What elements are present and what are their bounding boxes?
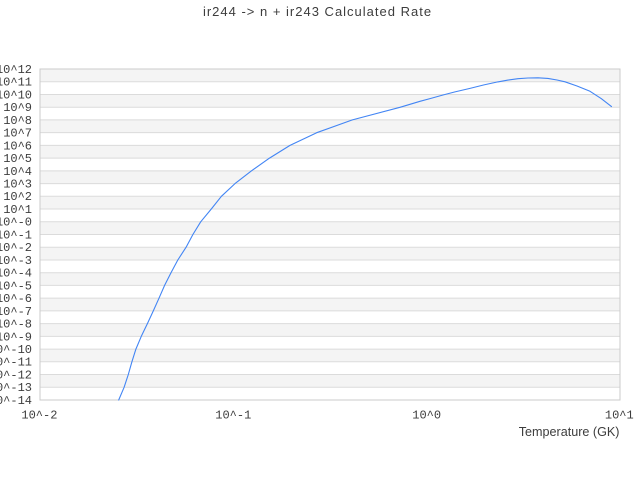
svg-text:10^-2: 10^-2	[21, 409, 57, 423]
svg-text:10^7: 10^7	[3, 127, 32, 141]
svg-text:10^11: 10^11	[0, 76, 32, 90]
svg-text:10^-10: 10^-10	[0, 343, 32, 357]
svg-text:10^10: 10^10	[0, 88, 32, 102]
svg-text:Temperature (GK): Temperature (GK)	[519, 425, 620, 439]
svg-text:10^-13: 10^-13	[0, 381, 32, 395]
svg-text:10^-4: 10^-4	[0, 267, 32, 281]
svg-text:10^1: 10^1	[3, 203, 32, 217]
svg-text:10^-3: 10^-3	[0, 254, 32, 268]
svg-text:10^-5: 10^-5	[0, 279, 32, 293]
svg-text:10^-9: 10^-9	[0, 330, 32, 344]
svg-text:10^8: 10^8	[3, 114, 32, 128]
svg-text:10^-1: 10^-1	[0, 228, 32, 242]
svg-text:10^-8: 10^-8	[0, 318, 32, 332]
svg-text:10^-1: 10^-1	[215, 409, 251, 423]
svg-text:10^12: 10^12	[0, 63, 32, 77]
svg-text:10^9: 10^9	[3, 101, 32, 115]
svg-text:10^0: 10^0	[412, 409, 441, 423]
svg-text:10^-14: 10^-14	[0, 394, 32, 408]
svg-text:10^-7: 10^-7	[0, 305, 32, 319]
svg-text:10^2: 10^2	[3, 190, 32, 204]
svg-text:10^-12: 10^-12	[0, 368, 32, 382]
svg-text:10^1: 10^1	[605, 409, 634, 423]
svg-text:10^-6: 10^-6	[0, 292, 32, 306]
svg-text:10^-0: 10^-0	[0, 216, 32, 230]
svg-text:10^3: 10^3	[3, 177, 32, 191]
svg-text:10^4: 10^4	[3, 165, 32, 179]
svg-text:ir244 -> n + ir243 Calculated: ir244 -> n + ir243 Calculated Rate	[203, 4, 432, 19]
svg-text:10^6: 10^6	[3, 139, 32, 153]
svg-text:10^-11: 10^-11	[0, 356, 32, 370]
svg-text:10^-2: 10^-2	[0, 241, 32, 255]
svg-text:10^5: 10^5	[3, 152, 32, 166]
